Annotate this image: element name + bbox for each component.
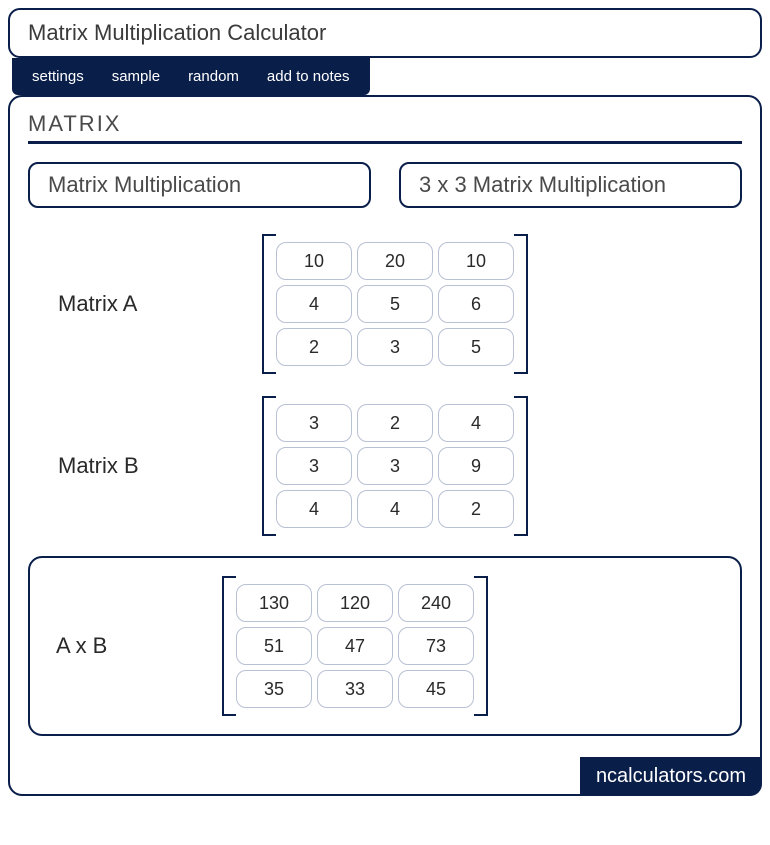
matrix-b-block: Matrix B 3 2 4 3 3 9 4 4 2 [28, 394, 742, 538]
result-cell: 130 [236, 584, 312, 622]
page-title: Matrix Multiplication Calculator [8, 8, 762, 58]
main-panel: MATRIX Matrix Multiplication 3 x 3 Matri… [8, 95, 762, 796]
mode-generic[interactable]: Matrix Multiplication [28, 162, 371, 208]
mode-row: Matrix Multiplication 3 x 3 Matrix Multi… [28, 162, 742, 208]
matrix-a-cell[interactable]: 10 [276, 242, 352, 280]
matrix-a-cell[interactable]: 5 [438, 328, 514, 366]
result-bracket: 130 120 240 51 47 73 35 33 45 [218, 574, 492, 718]
sample-button[interactable]: sample [112, 68, 160, 85]
matrix-b-cell[interactable]: 2 [438, 490, 514, 528]
title-text: Matrix Multiplication Calculator [28, 20, 326, 45]
matrix-b-cell[interactable]: 9 [438, 447, 514, 485]
matrix-b-cell[interactable]: 3 [276, 404, 352, 442]
section-label: MATRIX [28, 111, 742, 144]
matrix-b-cell[interactable]: 4 [357, 490, 433, 528]
matrix-a-cell[interactable]: 2 [276, 328, 352, 366]
result-cell: 35 [236, 670, 312, 708]
matrix-b-bracket: 3 2 4 3 3 9 4 4 2 [258, 394, 532, 538]
matrix-b-label: Matrix B [58, 453, 258, 479]
matrix-a-block: Matrix A 10 20 10 4 5 6 2 3 5 [28, 232, 742, 376]
matrix-a-label: Matrix A [58, 291, 258, 317]
mode-specific[interactable]: 3 x 3 Matrix Multiplication [399, 162, 742, 208]
matrix-b-cell[interactable]: 3 [276, 447, 352, 485]
result-cell: 51 [236, 627, 312, 665]
result-grid: 130 120 240 51 47 73 35 33 45 [236, 584, 474, 708]
matrix-a-cell[interactable]: 10 [438, 242, 514, 280]
result-cell: 45 [398, 670, 474, 708]
add-to-notes-button[interactable]: add to notes [267, 68, 350, 85]
result-cell: 47 [317, 627, 393, 665]
matrix-a-cell[interactable]: 5 [357, 285, 433, 323]
matrix-a-cell[interactable]: 6 [438, 285, 514, 323]
matrix-b-cell[interactable]: 2 [357, 404, 433, 442]
result-cell: 73 [398, 627, 474, 665]
random-button[interactable]: random [188, 68, 239, 85]
matrix-b-cell[interactable]: 4 [276, 490, 352, 528]
toolbar: settings sample random add to notes [12, 58, 370, 95]
result-cell: 120 [317, 584, 393, 622]
matrix-b-cell[interactable]: 4 [438, 404, 514, 442]
matrix-a-cell[interactable]: 4 [276, 285, 352, 323]
result-panel: A x B 130 120 240 51 47 73 35 33 45 [28, 556, 742, 736]
brand-badge[interactable]: ncalculators.com [580, 757, 762, 796]
matrix-a-grid: 10 20 10 4 5 6 2 3 5 [276, 242, 514, 366]
matrix-b-grid: 3 2 4 3 3 9 4 4 2 [276, 404, 514, 528]
result-cell: 240 [398, 584, 474, 622]
matrix-a-bracket: 10 20 10 4 5 6 2 3 5 [258, 232, 532, 376]
matrix-b-cell[interactable]: 3 [357, 447, 433, 485]
settings-button[interactable]: settings [32, 68, 84, 85]
result-cell: 33 [317, 670, 393, 708]
matrix-a-cell[interactable]: 20 [357, 242, 433, 280]
matrix-a-cell[interactable]: 3 [357, 328, 433, 366]
result-label: A x B [48, 633, 218, 659]
